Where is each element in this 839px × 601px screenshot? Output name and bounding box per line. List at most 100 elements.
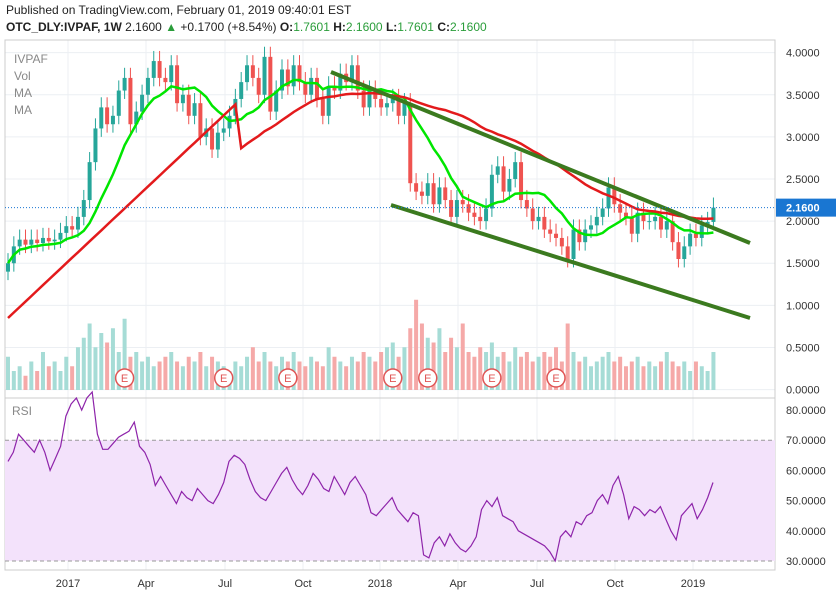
candle-body [536, 216, 541, 222]
x-tick-label: 2019 [681, 578, 705, 590]
symbol-ohlc-bar: OTC_DLY:IVPAF, 1W 2.1600 ▲ +0.1700 (+8.5… [6, 20, 487, 34]
candle-body [245, 65, 250, 83]
ticker-label: IVPAF [14, 52, 48, 66]
candle-body [314, 77, 319, 99]
volume-bar [367, 356, 372, 390]
volume-bar [239, 366, 244, 390]
x-tick-label: Apr [449, 578, 466, 590]
candle-body [285, 69, 290, 87]
earnings-marker [383, 368, 403, 388]
candle-body [449, 200, 454, 217]
earnings-marker [418, 368, 438, 388]
candle-body [641, 212, 646, 222]
volume-bar [262, 352, 267, 390]
volume-bar [23, 375, 28, 390]
rsi-y-tick-label: 50.0000 [786, 496, 826, 508]
volume-bar [629, 361, 634, 390]
candle-body [303, 82, 308, 95]
volume-bar [338, 361, 343, 390]
volume-bar [274, 366, 279, 390]
volume-bar [682, 361, 687, 390]
candle-body [320, 98, 325, 116]
volume-bar [419, 323, 424, 390]
candle-body [332, 86, 337, 91]
volume-bar [46, 366, 51, 390]
candle-body [548, 229, 553, 234]
candle-body [443, 187, 448, 201]
volume-bar [373, 361, 378, 390]
candle-body [623, 212, 628, 217]
candle-body [653, 216, 658, 222]
volume-bar [75, 347, 80, 390]
candle-body [501, 166, 506, 192]
volume-bar [513, 347, 518, 390]
symbol-label: OTC_DLY:IVPAF, 1W [6, 20, 122, 34]
volume-bar [478, 347, 483, 390]
volume-bar [145, 356, 150, 390]
candle-body [524, 200, 529, 209]
candle-body [460, 200, 465, 205]
last-price: 2.1600 [125, 20, 162, 34]
candle-body [297, 65, 302, 83]
candle-body [215, 132, 220, 150]
volume-bar [110, 328, 115, 390]
ma-slow-label: MA [14, 103, 32, 117]
candle-body [198, 103, 203, 137]
candle-body [437, 187, 442, 205]
volume-bar [87, 323, 92, 390]
volume-bar [693, 361, 698, 390]
close-value: 2.1600 [450, 20, 487, 34]
volume-bar [606, 352, 611, 390]
earnings-marker-label: E [389, 373, 396, 385]
candle-body [612, 187, 617, 205]
volume-bar [472, 356, 477, 390]
volume-bar [256, 361, 261, 390]
channel-upper-line [330, 70, 751, 245]
earnings-marker-label: E [284, 373, 291, 385]
candle-body [466, 204, 471, 213]
earnings-marker [114, 368, 135, 388]
candle-body [280, 69, 285, 91]
candle-body [145, 77, 150, 95]
volume-bar [565, 323, 570, 390]
volume-bar [449, 337, 454, 390]
candle-body [384, 103, 389, 108]
candle-body [594, 216, 599, 226]
volume-bar [122, 318, 127, 390]
volume-bar [390, 342, 395, 390]
volume-bar [647, 361, 652, 390]
volume-bar [653, 366, 658, 390]
candle-body [688, 233, 693, 247]
earnings-marker-label: E [488, 373, 495, 385]
candle-body [419, 191, 424, 196]
volume-bar [536, 356, 541, 390]
volume-bar [169, 352, 174, 390]
candle-body [495, 166, 500, 175]
rsi-y-tick-label: 60.0000 [786, 465, 826, 477]
earnings-marker [213, 368, 234, 388]
volume-bar [501, 352, 506, 390]
candle-body [542, 216, 547, 230]
volume-bar [40, 352, 45, 390]
last-price-tag [776, 198, 836, 217]
ma-fast-label: MA [14, 86, 32, 100]
candle-body [116, 90, 121, 116]
candle-body [210, 128, 215, 150]
candle-body [274, 90, 279, 112]
volume-bar [233, 361, 238, 390]
volume-bar [58, 371, 63, 390]
earnings-marker-label: E [220, 373, 227, 385]
candle-body [425, 183, 430, 196]
volume-bar [583, 356, 588, 390]
trend-channel [330, 70, 751, 320]
candle-body [180, 94, 185, 104]
candle-body [338, 73, 343, 91]
candle-body [192, 103, 197, 116]
low-label: L: [385, 20, 398, 34]
volume-bar [175, 361, 180, 390]
candle-body [52, 239, 57, 242]
rsi-line [7, 390, 714, 563]
candle-body [134, 111, 139, 125]
candle-body [110, 115, 115, 125]
